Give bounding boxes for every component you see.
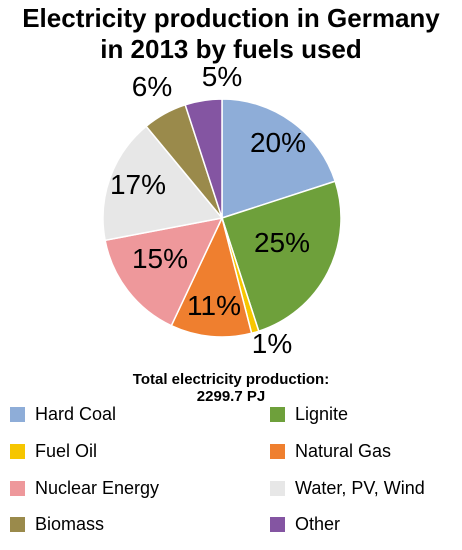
chart-title-line-2: in 2013 by fuels used (100, 34, 362, 64)
chart-title: Electricity production in Germany in 201… (0, 3, 462, 65)
data-label-nuclear-energy: 15% (132, 243, 188, 274)
legend-swatch (10, 480, 25, 496)
total-production-value: 2299.7 PJ (196, 388, 266, 405)
pie-slice-hard-coal (221, 98, 337, 220)
pie-slice-lignite (221, 180, 342, 333)
data-label-natural-gas: 11% (187, 290, 241, 321)
pie-slice-other (184, 98, 223, 219)
legend-swatch (270, 406, 285, 422)
data-label-hard-coal: 20% (250, 127, 306, 158)
legend-item-hard-coal: Hard Coal (10, 402, 116, 426)
legend-label: Other (295, 513, 341, 534)
data-label-fuel-oil: 1% (252, 328, 292, 359)
legend-label: Hard Coal (35, 403, 117, 424)
total-production-label: Total electricity production: (132, 371, 330, 388)
data-label-other: 5% (202, 61, 242, 92)
chart-title-line-1: Electricity production in Germany (22, 3, 440, 33)
legend-item-other: Other (270, 512, 340, 536)
legend-item-water-pv-wind: Water, PV, Wind (270, 476, 425, 500)
legend-item-biomass: Biomass (10, 512, 104, 536)
legend-swatch (10, 516, 25, 532)
legend-label: Lignite (295, 403, 349, 424)
total-production: Total electricity production: 2299.7 PJ (0, 371, 462, 405)
legend-swatch (270, 516, 285, 532)
pie-slice-nuclear-energy (104, 216, 224, 327)
legend-label: Biomass (35, 513, 105, 534)
pie-slice-natural-gas (170, 215, 253, 338)
legend-swatch (270, 443, 285, 459)
legend-swatch (270, 480, 285, 496)
data-label-biomass: 6% (132, 71, 172, 102)
data-label-lignite: 25% (254, 227, 310, 258)
legend-item-nuclear-energy: Nuclear Energy (10, 476, 159, 500)
legend-label: Nuclear Energy (35, 477, 160, 498)
legend-label: Fuel Oil (35, 440, 98, 461)
legend-label: Natural Gas (295, 440, 392, 461)
legend-swatch (10, 406, 25, 422)
data-label-water-pv-wind: 17% (110, 169, 166, 200)
legend-swatch (10, 443, 25, 459)
pie-slice-water-pv-wind (102, 125, 224, 242)
legend-item-fuel-oil: Fuel Oil (10, 439, 97, 463)
legend-item-lignite: Lignite (270, 402, 348, 426)
legend-label: Water, PV, Wind (295, 477, 425, 498)
legend-item-natural-gas: Natural Gas (270, 439, 391, 463)
